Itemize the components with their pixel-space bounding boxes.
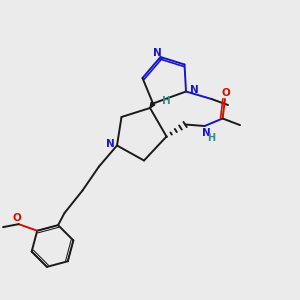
- Text: N: N: [190, 85, 199, 95]
- Text: O: O: [221, 88, 230, 98]
- Text: O: O: [13, 213, 22, 223]
- Text: H: H: [162, 96, 171, 106]
- Text: N: N: [106, 139, 115, 149]
- Polygon shape: [150, 102, 155, 108]
- Text: H: H: [207, 133, 216, 143]
- Text: N: N: [153, 48, 162, 59]
- Text: N: N: [202, 128, 211, 139]
